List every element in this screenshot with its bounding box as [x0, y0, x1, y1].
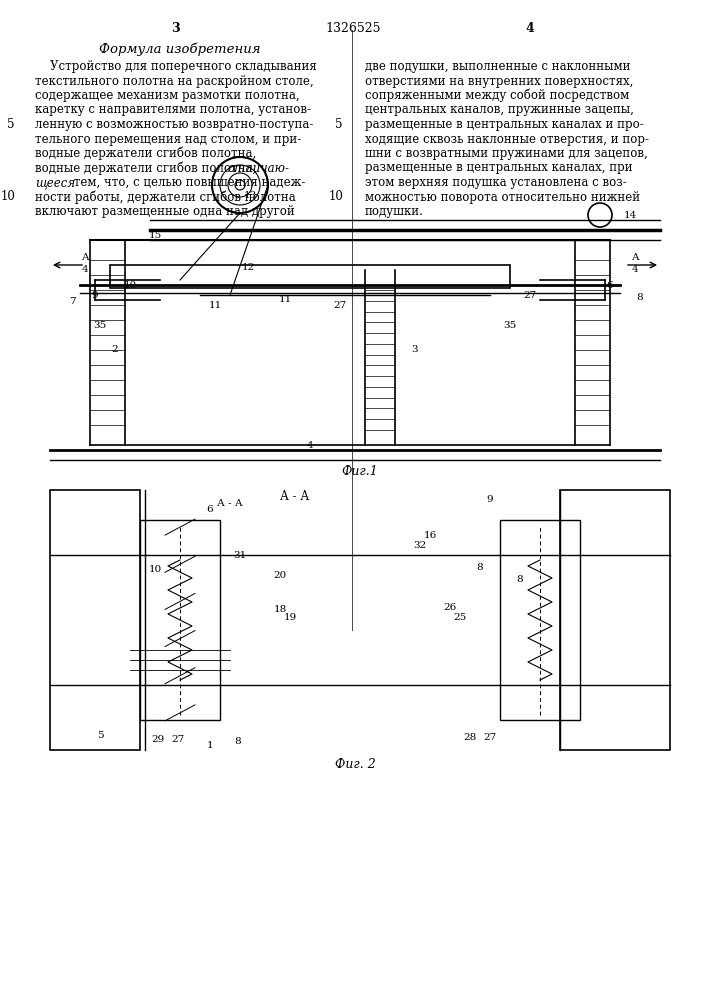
Text: 1: 1 [206, 740, 214, 750]
Text: подушки.: подушки. [365, 205, 424, 218]
Text: 27: 27 [171, 736, 185, 744]
Text: отличаю-: отличаю- [227, 161, 289, 174]
Text: 31: 31 [233, 550, 247, 560]
Text: 4: 4 [525, 22, 534, 35]
Text: 4: 4 [631, 265, 638, 274]
Bar [500, 520, 580, 720]
Text: 27: 27 [523, 290, 537, 300]
Text: 5: 5 [8, 118, 15, 131]
Text: тельного перемещения над столом, и при-: тельного перемещения над столом, и при- [35, 132, 301, 145]
Text: 4: 4 [82, 265, 88, 274]
Text: две подушки, выполненные с наклонными: две подушки, выполненные с наклонными [365, 60, 631, 73]
Text: 18: 18 [274, 605, 286, 614]
Text: Фиг. 2: Фиг. 2 [334, 758, 375, 771]
Text: текстильного полотна на раскройном столе,: текстильного полотна на раскройном столе… [35, 75, 314, 88]
Text: 7: 7 [69, 298, 76, 306]
Text: 16: 16 [423, 530, 437, 540]
Text: 10: 10 [328, 190, 343, 204]
Text: 10: 10 [124, 280, 136, 290]
Text: содержащее механизм размотки полотна,: содержащее механизм размотки полотна, [35, 89, 300, 102]
Text: 32: 32 [414, 540, 426, 550]
Text: 8: 8 [477, 564, 484, 572]
Text: 12: 12 [241, 263, 255, 272]
Bar [110, 265, 510, 288]
Text: 11: 11 [279, 296, 291, 304]
Text: 27: 27 [334, 300, 346, 310]
Text: 29: 29 [151, 736, 165, 744]
Bar [560, 490, 670, 750]
Text: этом верхняя подушка установлена с воз-: этом верхняя подушка установлена с воз- [365, 176, 626, 189]
Text: 9: 9 [486, 495, 493, 504]
Text: 6: 6 [607, 280, 613, 290]
Text: водные держатели сгибов полотна,: водные держатели сгибов полотна, [35, 147, 256, 160]
Text: 10: 10 [0, 190, 15, 204]
Text: включают размещенные одна над другой: включают размещенные одна над другой [35, 205, 295, 218]
Text: 19: 19 [284, 613, 297, 622]
Text: шни с возвратными пружинами для зацепов,: шни с возвратными пружинами для зацепов, [365, 147, 648, 160]
Text: A: A [631, 253, 638, 262]
Text: 10: 10 [148, 566, 162, 574]
Text: 13: 13 [243, 190, 257, 200]
Text: центральных каналов, пружинные зацепы,: центральных каналов, пружинные зацепы, [365, 104, 634, 116]
Text: 9: 9 [92, 290, 98, 300]
Text: каретку с направителями полотна, установ-: каретку с направителями полотна, установ… [35, 104, 311, 116]
Text: ходящие сквозь наклонные отверстия, и пор-: ходящие сквозь наклонные отверстия, и по… [365, 132, 649, 145]
Text: 3: 3 [170, 22, 180, 35]
Text: отверстиями на внутренних поверхностях,: отверстиями на внутренних поверхностях, [365, 75, 633, 88]
Text: ленную с возможностью возвратно-поступа-: ленную с возможностью возвратно-поступа- [35, 118, 313, 131]
Text: 6: 6 [206, 506, 214, 514]
Text: размещенные в центральных каналах и про-: размещенные в центральных каналах и про- [365, 118, 644, 131]
Text: 8: 8 [637, 294, 643, 302]
Text: 28: 28 [463, 734, 477, 742]
Text: Устройство для поперечного складывания: Устройство для поперечного складывания [35, 60, 317, 73]
Text: 5: 5 [97, 730, 103, 740]
Text: 35: 35 [503, 320, 517, 330]
Text: 35: 35 [93, 320, 107, 330]
Text: 26: 26 [443, 603, 457, 612]
Text: 11: 11 [209, 300, 221, 310]
Text: сопряженными между собой посредством: сопряженными между собой посредством [365, 89, 629, 103]
Text: щееся: щееся [35, 176, 75, 189]
Text: 8: 8 [517, 576, 523, 584]
Text: тем, что, с целью повышения надеж-: тем, что, с целью повышения надеж- [70, 176, 305, 189]
Text: 20: 20 [274, 570, 286, 580]
Text: 2: 2 [112, 346, 118, 355]
Text: 5: 5 [336, 118, 343, 131]
Text: 1326525: 1326525 [325, 22, 381, 35]
Text: 8: 8 [235, 738, 241, 746]
Text: 27: 27 [484, 732, 496, 742]
Text: A: A [81, 253, 89, 262]
Text: размещенные в центральных каналах, при: размещенные в центральных каналах, при [365, 161, 633, 174]
Bar [50, 490, 140, 750]
Text: водные держатели сгибов полотна,: водные держатели сгибов полотна, [35, 161, 260, 175]
Text: 25: 25 [453, 612, 467, 621]
Text: ности работы, держатели сгибов полотна: ности работы, держатели сгибов полотна [35, 190, 296, 204]
Text: 3: 3 [411, 346, 419, 355]
Text: 15: 15 [148, 231, 162, 239]
Text: Формула изобретения: Формула изобретения [99, 42, 261, 55]
Bar [140, 520, 220, 720]
Text: 4: 4 [307, 440, 313, 450]
Text: А - А: А - А [281, 490, 310, 503]
Text: Фиг.1: Фиг.1 [341, 465, 378, 478]
Text: 14: 14 [624, 211, 636, 220]
Text: можностью поворота относительно нижней: можностью поворота относительно нижней [365, 190, 640, 204]
Text: А - А: А - А [217, 498, 243, 508]
